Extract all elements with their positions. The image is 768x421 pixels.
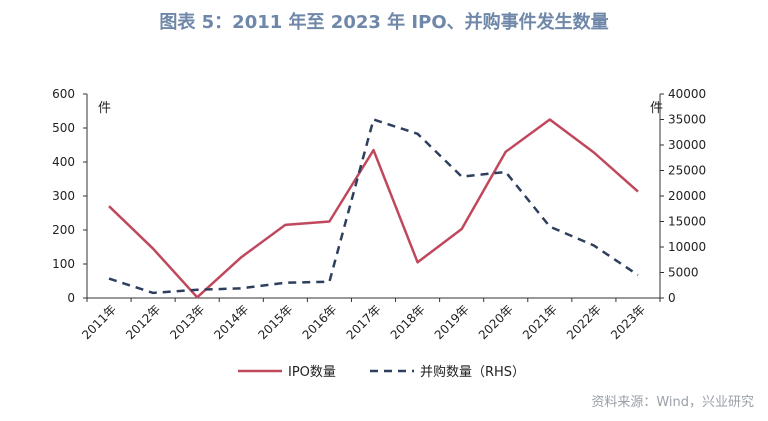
x-tick-label: 2012年 (123, 302, 163, 342)
y-right-tick-label: 10000 (668, 240, 706, 254)
x-tick-label: 2023年 (608, 302, 648, 342)
y-right-tick-label: 20000 (668, 189, 706, 203)
x-tick-label: 2020年 (476, 302, 516, 342)
y-right-tick-label: 30000 (668, 138, 706, 152)
x-tick-label: 2011年 (79, 302, 119, 342)
ma-count-line (108, 118, 639, 295)
y-right-tick-label: 5000 (668, 266, 699, 280)
ipo-count-line (108, 118, 639, 299)
y-left-tick-label: 200 (52, 223, 75, 237)
y-right-tick-label: 40000 (668, 87, 706, 101)
y-right-tick-label: 35000 (668, 113, 706, 127)
x-tick-label: 2017年 (344, 302, 384, 342)
y-left-unit: 件 (98, 101, 111, 116)
y-left-tick-label: 0 (67, 291, 75, 305)
y-left-tick-label: 600 (52, 87, 75, 101)
y-left-tick-label: 100 (52, 257, 75, 271)
chart-title: 图表 5：2011 年至 2023 年 IPO、并购事件发生数量 (159, 12, 609, 33)
y-right-tick-label: 0 (668, 291, 676, 305)
y-left-tick-label: 400 (52, 155, 75, 169)
y-left-tick-label: 300 (52, 189, 75, 203)
y-right-tick-label: 15000 (668, 215, 706, 229)
x-tick-label: 2013年 (167, 302, 207, 342)
y-right-unit: 件 (650, 101, 663, 116)
y-right-tick-label: 25000 (668, 164, 706, 178)
x-tick-label: 2018年 (388, 302, 428, 342)
x-tick-label: 2021年 (520, 302, 560, 342)
legend-ma-label: 并购数量（RHS） (420, 364, 525, 380)
x-tick-label: 2019年 (432, 302, 472, 342)
source-note: 资料来源：Wind，兴业研究 (591, 395, 754, 410)
x-tick-label: 2015年 (255, 302, 295, 342)
x-tick-label: 2014年 (211, 302, 251, 342)
y-left-tick-label: 500 (52, 121, 75, 135)
x-tick-label: 2022年 (564, 302, 604, 342)
legend-ipo-label: IPO数量 (288, 365, 336, 380)
x-tick-label: 2016年 (300, 302, 340, 342)
